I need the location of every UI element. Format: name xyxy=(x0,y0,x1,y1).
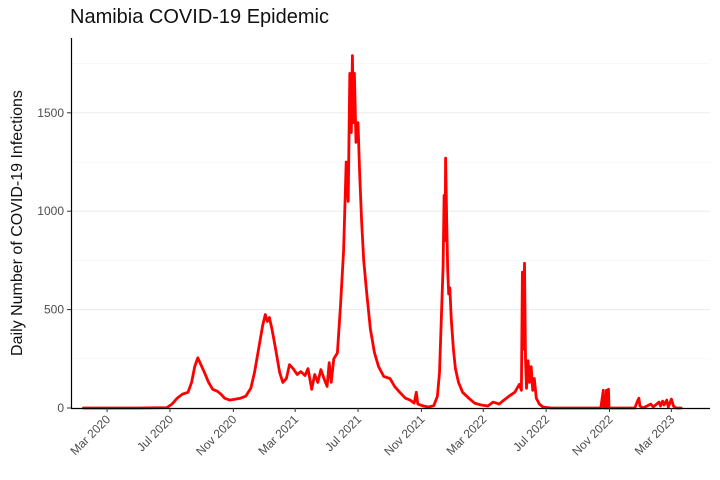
x-tick-label: Mar 2021 xyxy=(256,412,302,458)
x-tick-label: Jul 2020 xyxy=(134,412,176,454)
x-tick-label: Jul 2021 xyxy=(322,412,364,454)
y-tick-layer: 0 500 1000 1500 xyxy=(37,106,71,415)
y-tick-label: 1000 xyxy=(37,204,64,218)
x-tick-label: Mar 2023 xyxy=(632,412,678,458)
x-tick-label: Nov 2022 xyxy=(569,412,615,458)
axes-layer xyxy=(70,38,710,410)
y-tick-label: 500 xyxy=(44,303,64,317)
x-tick-label: Mar 2022 xyxy=(444,412,490,458)
grid-layer xyxy=(71,63,710,360)
x-tick-label: Mar 2020 xyxy=(67,412,113,458)
series-line-0 xyxy=(82,54,683,410)
chart-title: Namibia COVID-19 Epidemic xyxy=(70,6,329,28)
x-tick-layer: Mar 2020 Jul 2020 Nov 2020 Mar 2021 Jul 2021… xyxy=(67,408,678,458)
x-tick-label: Nov 2020 xyxy=(193,412,239,458)
line-layer xyxy=(82,54,683,410)
y-tick-label: 1500 xyxy=(37,106,64,120)
y-tick-label: 0 xyxy=(57,401,64,415)
x-tick-label: Jul 2022 xyxy=(510,412,552,454)
y-axis-title: Daily Number of COVID-19 Infections xyxy=(9,90,26,356)
x-tick-label: Nov 2021 xyxy=(381,412,427,458)
